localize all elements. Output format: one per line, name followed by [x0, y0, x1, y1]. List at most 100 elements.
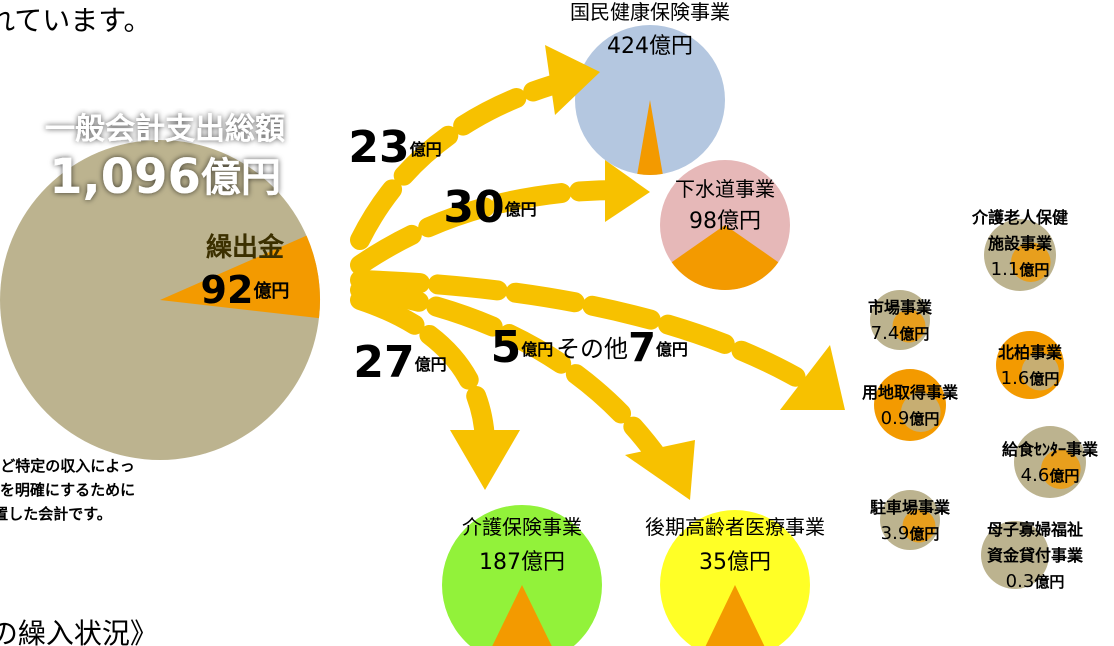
small-pie-core: [901, 392, 941, 433]
small-name: 用地取得事業: [862, 383, 959, 402]
text-part: 給食ｾﾝﾀｰ事業: [1002, 440, 1099, 459]
text-part: 億円: [649, 34, 693, 59]
text-part: 98: [689, 209, 717, 234]
node-total: 424億円: [607, 34, 693, 59]
small-value: 4.6億円: [1021, 465, 1080, 486]
text-part: 国民健康保険事業: [570, 0, 730, 24]
pie: [660, 510, 810, 646]
text-part: 施設事業: [988, 234, 1053, 253]
text-part: 4.6: [1021, 465, 1050, 486]
small-name: 北柏事業: [998, 343, 1063, 362]
text-part: 億円: [521, 340, 553, 359]
text-part: 5: [491, 322, 522, 373]
text-part: 平成25年度の繰入状況》: [0, 617, 158, 646]
small-pie-core: [1041, 449, 1081, 490]
small-value: 0.3億円: [1006, 571, 1065, 592]
text-part: 用地取得事業: [862, 383, 959, 402]
transfer: 23億円: [348, 122, 441, 173]
text-part: 27: [353, 337, 414, 388]
text-part: 億円: [1029, 370, 1059, 388]
total: 1,096億円: [49, 149, 281, 205]
small-pie-core: [902, 509, 936, 543]
text-part: 億円: [1034, 573, 1064, 591]
pie-wedge: [671, 225, 779, 291]
arrowhead: [545, 45, 600, 115]
small-name: 母子寡婦福祉: [987, 520, 1083, 539]
small-pie-core: [1006, 543, 1044, 581]
text-part: 介護老人保健: [971, 208, 1068, 227]
arrowhead: [450, 430, 520, 490]
text-part: 業を行い，その収支を明確にするために: [0, 481, 135, 499]
text-part: 1.1: [991, 259, 1020, 280]
arrow: [350, 270, 820, 395]
node-name: 下水道事業: [675, 177, 775, 201]
text-part: 億円: [201, 155, 281, 201]
text-part: 資金貸付事業: [987, 546, 1084, 565]
text-part: 35: [699, 550, 727, 575]
node-total: 98億円: [689, 209, 761, 234]
text-part: 億円: [727, 550, 771, 575]
footer: 平成25年度の繰入状況》: [0, 617, 158, 646]
text-part: 後期高齢者医療事業: [645, 515, 825, 539]
node-name: 国民健康保険事業: [570, 0, 730, 24]
small-value: 0.9億円: [881, 408, 940, 429]
note: 会計とは別に設置した会計です。: [0, 505, 112, 523]
text-part: 母子寡婦福祉: [987, 520, 1083, 539]
text-part: 187: [479, 550, 521, 575]
pies: [0, 25, 1086, 646]
text-part: 億円で賄われています。: [0, 4, 151, 37]
pie-wedge: [492, 585, 552, 646]
arrow: [350, 180, 630, 275]
text-part: 億円: [899, 325, 929, 343]
text-part: 0.3: [1006, 571, 1035, 592]
note: 業を行い，その収支を明確にするために: [0, 481, 135, 499]
text-part: 億円: [717, 209, 761, 234]
text-part: 億円: [505, 200, 537, 219]
small-pie-core: [1021, 353, 1059, 391]
text-part: 424: [607, 34, 649, 59]
transfer-label: 繰出金: [206, 232, 285, 263]
text-part: 億円: [656, 340, 688, 359]
arrow: [350, 280, 670, 470]
transfer: 92億円: [201, 268, 290, 312]
text-part: 駐車場事業: [870, 498, 951, 517]
text-part: 市場事業: [868, 298, 933, 317]
node-name: 介護保険事業: [462, 515, 582, 539]
text-part: 92: [201, 268, 254, 312]
transfer: 5億円: [491, 322, 554, 373]
other: その他7億円: [556, 325, 688, 371]
text-part: 億円: [521, 550, 565, 575]
small-name: 駐車場事業: [870, 498, 951, 517]
text-part: 億円: [909, 410, 939, 428]
small-name: 施設事業: [988, 234, 1053, 253]
text-part: その他: [556, 335, 628, 363]
text-part: 30: [443, 182, 504, 233]
text-part: 0.9: [881, 408, 910, 429]
pie: [442, 505, 602, 646]
arrowhead: [625, 440, 695, 500]
text-part: 7.4: [871, 323, 900, 344]
arrows: [350, 45, 845, 500]
pie-wedge: [160, 235, 320, 319]
text-part: 北柏事業: [998, 343, 1063, 362]
text-part: 7: [628, 325, 656, 371]
text-part: 1.6: [1001, 368, 1030, 389]
arrow: [350, 290, 495, 450]
arrowhead: [780, 345, 845, 410]
small-pie-core: [892, 309, 926, 343]
small-value: 1.1億円: [991, 259, 1050, 280]
small-name: 資金貸付事業: [987, 546, 1084, 565]
arrow: [350, 70, 580, 250]
node-name: 後期高齢者医療事業: [645, 515, 825, 539]
node-total: 187億円: [479, 550, 565, 575]
text-part: 億円: [909, 525, 939, 543]
text-part: 一般会計支出総額: [45, 112, 285, 147]
text-part: 介護保険事業: [462, 515, 582, 539]
text-part: 繰出金: [206, 232, 285, 263]
transfer: 27億円: [353, 337, 446, 388]
small-name: 給食ｾﾝﾀｰ事業: [1002, 440, 1099, 459]
text-part: 億円: [410, 140, 442, 159]
node-total: 35億円: [699, 550, 771, 575]
text-part: 3.9: [881, 523, 910, 544]
